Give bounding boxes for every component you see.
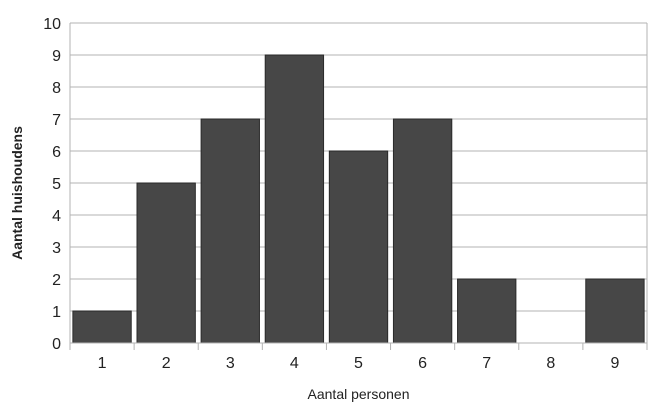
- bar-5: [328, 150, 389, 344]
- y-tick-label: 1: [52, 304, 61, 321]
- y-tick-label: 7: [52, 112, 61, 129]
- y-tick-label: 0: [52, 336, 61, 353]
- bar-9: [585, 278, 645, 344]
- x-axis-title: Aantal personen: [308, 386, 410, 402]
- y-tick-labels: 0 1 2 3 4 5 6 7 8 9 10: [43, 16, 61, 353]
- axes: [69, 23, 648, 350]
- x-tick-label: 5: [354, 355, 363, 372]
- y-tick-label: 4: [52, 208, 61, 225]
- bar-6: [392, 118, 453, 344]
- x-tick-label: 3: [226, 355, 235, 372]
- bar-2: [136, 182, 196, 344]
- bar-7: [457, 278, 517, 344]
- y-tick-label: 10: [43, 16, 61, 33]
- y-tick-label: 6: [52, 144, 61, 161]
- x-tick-label: 7: [482, 355, 491, 372]
- y-tick-label: 2: [52, 272, 61, 289]
- x-tick-label: 9: [610, 355, 619, 372]
- x-tick-label: 6: [418, 355, 427, 372]
- y-axis-title: Aantal huishoudens: [9, 126, 25, 260]
- x-tick-label: 2: [162, 355, 171, 372]
- bar-4: [264, 54, 325, 344]
- y-tick-label: 9: [52, 48, 61, 65]
- bars: [72, 54, 645, 344]
- y-tick-label: 3: [52, 240, 61, 257]
- bar-3: [200, 118, 260, 344]
- bar-1: [72, 310, 132, 344]
- y-tick-label: 8: [52, 80, 61, 97]
- x-tick-labels: 1 2 3 4 5 6 7 8 9: [98, 355, 620, 372]
- y-tick-label: 5: [52, 176, 61, 193]
- x-tick-label: 8: [546, 355, 555, 372]
- x-tick-label: 4: [290, 355, 299, 372]
- x-tick-label: 1: [98, 355, 107, 372]
